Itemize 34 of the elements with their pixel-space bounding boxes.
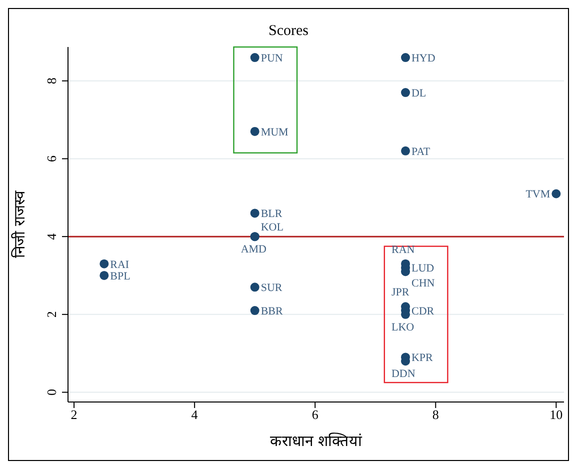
- chart-title: Scores: [268, 23, 310, 40]
- data-label: TVM: [526, 188, 550, 201]
- y-tick-label: 2: [44, 311, 59, 318]
- data-label: LUD: [411, 262, 434, 275]
- data-label: LKO: [391, 321, 414, 334]
- x-axis-title: कराधान शक्तियां: [270, 432, 363, 450]
- x-tick-label: 2: [70, 407, 78, 422]
- y-axis-title: निजी राजस्व: [10, 190, 28, 258]
- y-tick-label: 0: [44, 389, 59, 396]
- y-tick-label: 8: [44, 78, 59, 84]
- data-label: BLR: [260, 208, 283, 220]
- data-label: KPR: [411, 352, 434, 364]
- data-label: SUR: [260, 282, 283, 294]
- data-label: CDR: [411, 306, 435, 318]
- data-label: KOL: [260, 222, 284, 234]
- data-label: HYD: [411, 52, 436, 65]
- x-tick-label: 6: [312, 407, 319, 422]
- x-tick-label: 4: [191, 407, 198, 422]
- data-label: BPL: [110, 270, 131, 282]
- x-tick-label: 8: [432, 407, 439, 422]
- data-label: RAI: [110, 258, 130, 271]
- data-label: MUM: [260, 126, 289, 138]
- data-label: CHN: [411, 278, 435, 290]
- data-label: PUN: [260, 52, 283, 65]
- data-label: JPR: [391, 286, 410, 299]
- y-tick-label: 4: [44, 232, 59, 240]
- x-tick-label: 10: [550, 407, 563, 422]
- y-tick-label: 6: [44, 154, 59, 162]
- data-label: DDN: [391, 368, 416, 380]
- data-label: RAN: [391, 244, 415, 256]
- data-label: BBR: [260, 306, 284, 318]
- data-label: AMD: [240, 244, 267, 256]
- data-label: DL: [411, 88, 426, 100]
- data-label: PAT: [411, 146, 430, 158]
